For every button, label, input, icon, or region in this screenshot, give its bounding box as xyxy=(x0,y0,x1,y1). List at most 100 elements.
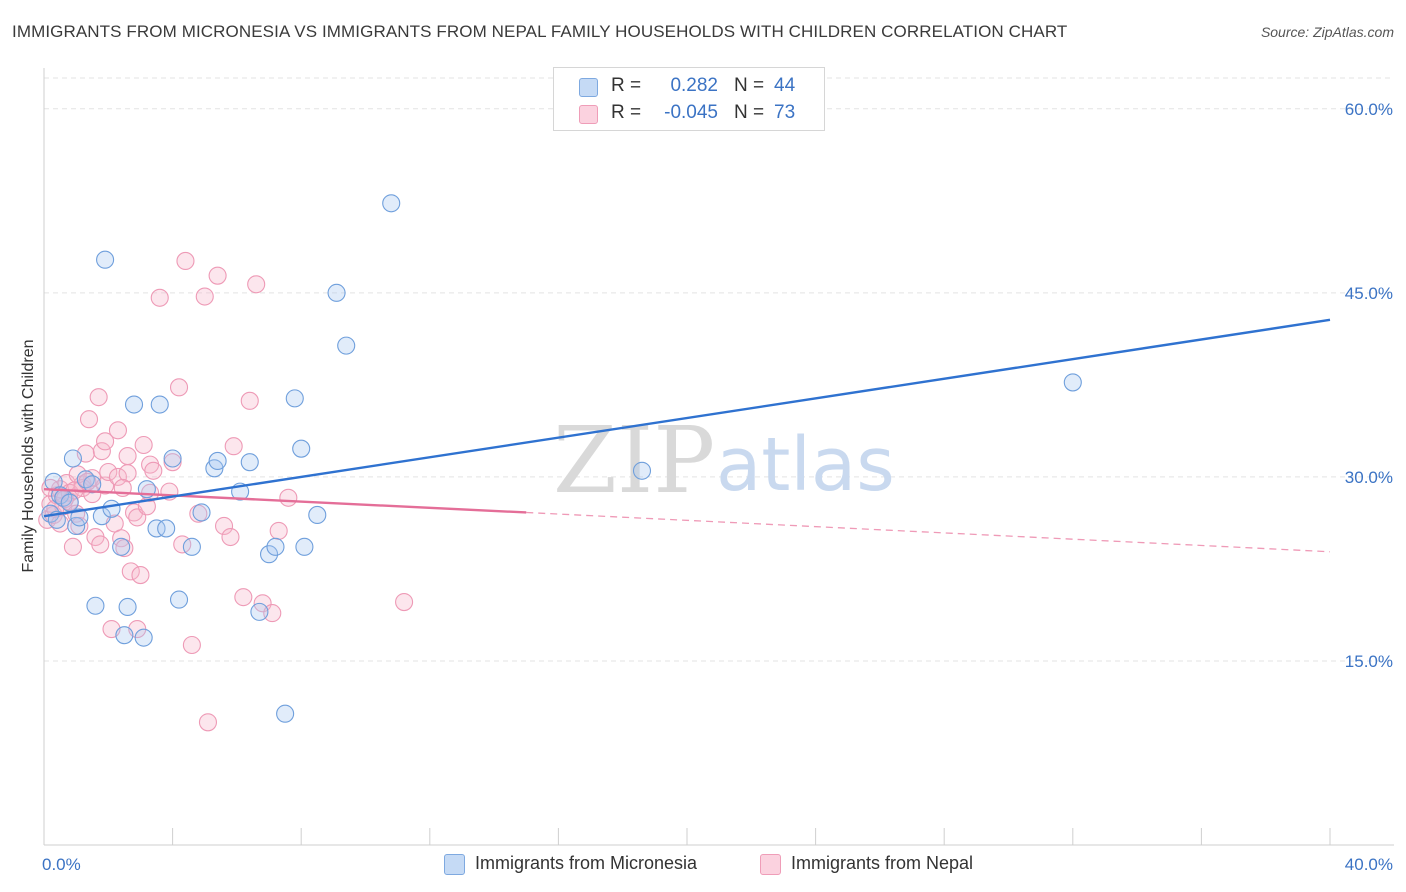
nepal-point xyxy=(208,266,227,285)
correlation-legend: R = 0.282 N = 44 R = -0.045 N = 73 xyxy=(553,67,825,131)
nepal-point xyxy=(108,467,127,486)
micronesia-point xyxy=(86,596,105,615)
micronesia-point xyxy=(63,449,82,468)
micronesia-point xyxy=(83,475,102,494)
grid-lines xyxy=(44,77,1394,662)
nepal-point xyxy=(108,421,127,440)
micronesia-point xyxy=(382,194,401,213)
nepal-point xyxy=(118,464,137,483)
micronesia-point xyxy=(327,283,346,302)
micronesia-point xyxy=(259,545,279,564)
y-tick-label: 60.0% xyxy=(1345,100,1393,119)
x-tick-label: 40.0% xyxy=(1345,855,1393,874)
legend-swatch-micronesia xyxy=(579,78,598,97)
bottom-legend-label: Immigrants from Micronesia xyxy=(475,853,698,873)
nepal-point xyxy=(224,437,243,456)
nepal-point xyxy=(96,432,115,451)
nepal-point xyxy=(118,446,137,466)
nepal-point xyxy=(240,391,259,410)
nepal-point xyxy=(63,537,82,556)
watermark-atlas: atlas xyxy=(716,422,895,508)
y-axis-label: Family Households with Children xyxy=(20,340,37,573)
legend-n-label: N = xyxy=(734,75,765,96)
legend-swatch-nepal xyxy=(579,105,598,124)
micronesia-point xyxy=(337,336,356,355)
micronesia-point xyxy=(308,505,327,524)
micronesia-point xyxy=(118,597,137,617)
nepal-point xyxy=(176,251,195,271)
micronesia-point xyxy=(124,395,144,414)
nepal-point xyxy=(150,288,169,307)
x-tick-label: 0.0% xyxy=(42,855,81,874)
bottom-legend-swatch-micronesia xyxy=(444,854,465,875)
chart-title: IMMIGRANTS FROM MICRONESIA VS IMMIGRANTS… xyxy=(12,22,1068,41)
micronesia-point xyxy=(115,626,134,645)
nepal-point xyxy=(89,388,108,407)
watermark-zip: ZIP xyxy=(553,407,715,514)
nepal-point xyxy=(395,593,414,612)
micronesia-point xyxy=(285,389,304,408)
micronesia-point xyxy=(150,395,169,414)
series-nepal-points xyxy=(38,251,414,732)
micronesia-point xyxy=(208,451,227,471)
bottom-legend-label: Immigrants from Nepal xyxy=(791,853,974,873)
nepal-point xyxy=(221,527,240,547)
nepal-trend-line xyxy=(43,487,527,514)
micronesia-point xyxy=(157,519,176,538)
trend-lines xyxy=(43,318,1331,553)
nepal-point xyxy=(214,516,234,536)
nepal-point xyxy=(91,535,110,554)
nepal-point xyxy=(96,476,115,495)
legend-r-value: 0.282 xyxy=(670,75,718,96)
micronesia-point xyxy=(292,439,311,458)
micronesia-point xyxy=(70,508,89,527)
micronesia-point xyxy=(240,453,259,472)
legend-n-value: 73 xyxy=(774,102,796,123)
nepal-point xyxy=(182,635,201,655)
micronesia-point xyxy=(96,250,115,269)
micronesia-point xyxy=(182,537,201,556)
nepal-point xyxy=(79,410,99,429)
legend-r-value: -0.045 xyxy=(664,102,718,123)
micronesia-point xyxy=(250,602,269,621)
micronesia-point xyxy=(112,537,131,556)
tick-labels: 15.0% 30.0% 45.0% 60.0% 0.0% 40.0% xyxy=(42,100,1393,874)
nepal-point xyxy=(234,588,253,607)
source-credit: Source: ZipAtlas.com xyxy=(1260,24,1394,40)
nepal-point xyxy=(131,566,150,585)
nepal-point xyxy=(269,521,288,540)
micronesia-point xyxy=(163,449,182,468)
nepal-point xyxy=(263,604,282,623)
micronesia-trend-line xyxy=(43,318,1331,518)
nepal-point xyxy=(198,713,218,732)
micronesia-point xyxy=(102,499,121,518)
micronesia-point xyxy=(276,704,295,723)
axes xyxy=(43,68,1394,846)
micronesia-point xyxy=(169,590,189,609)
y-tick-label: 45.0% xyxy=(1345,284,1393,303)
nepal-point xyxy=(279,488,298,507)
y-tick-label: 30.0% xyxy=(1345,468,1393,487)
nepal-point xyxy=(134,435,153,455)
bottom-legend-swatch-nepal xyxy=(760,854,781,875)
micronesia-point xyxy=(1063,373,1082,392)
nepal-point xyxy=(195,287,214,306)
nepal-point xyxy=(144,461,163,480)
micronesia-point xyxy=(134,628,153,647)
nepal-trend-extension xyxy=(526,511,1331,553)
nepal-point xyxy=(169,378,189,397)
micronesia-point xyxy=(295,537,314,556)
legend-r-label: R = xyxy=(611,102,642,123)
y-tick-label: 15.0% xyxy=(1345,652,1393,671)
micronesia-point xyxy=(60,493,79,512)
micronesia-point xyxy=(266,537,285,556)
legend-n-value: 44 xyxy=(774,75,796,96)
watermark: ZIP atlas xyxy=(553,407,895,514)
nepal-point xyxy=(99,462,118,482)
legend-r-label: R = xyxy=(611,75,642,96)
nepal-point xyxy=(92,442,111,461)
legend-n-label: N = xyxy=(734,102,765,123)
micronesia-point xyxy=(192,503,211,522)
micronesia-point xyxy=(147,519,166,538)
